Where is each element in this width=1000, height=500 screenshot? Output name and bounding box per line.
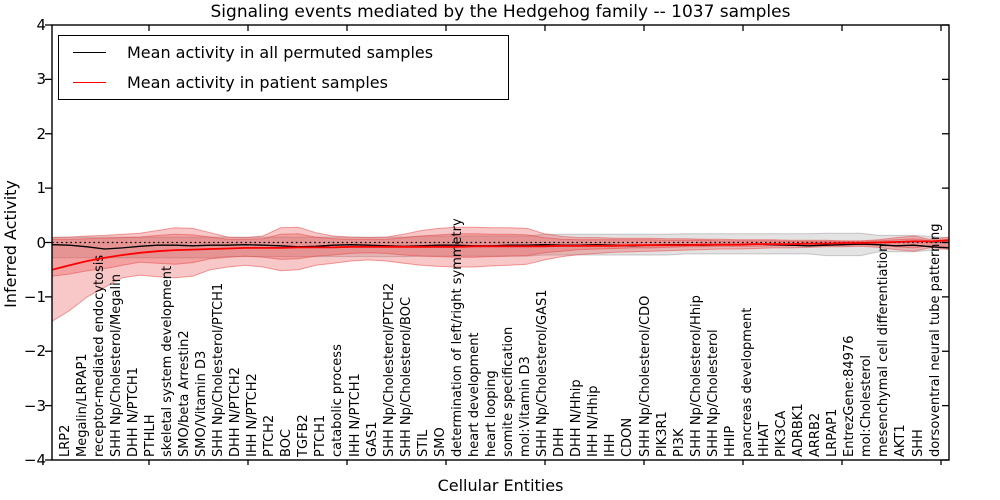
patient-line-swatch	[73, 82, 106, 84]
axis-ticks	[45, 24, 949, 465]
chart-title: Signaling events mediated by the Hedgeho…	[210, 2, 791, 22]
y-tick-label: −2	[23, 342, 46, 361]
y-tick-label: −3	[23, 396, 46, 415]
y-tick-label: 0	[36, 233, 46, 252]
y-tick-label: 3	[36, 70, 46, 89]
legend-label-patient: Mean activity in patient samples	[127, 73, 388, 93]
y-tick-label: −4	[23, 451, 46, 469]
legend: Mean activity in all permuted samples Me…	[58, 35, 509, 100]
y-tick-label: 1	[36, 179, 46, 198]
legend-label-permuted: Mean activity in all permuted samples	[127, 42, 434, 62]
permuted-line-swatch	[73, 51, 106, 53]
legend-row-patient: Mean activity in patient samples	[59, 69, 508, 97]
patient-mean-line	[51, 239, 950, 271]
y-tick-label: 4	[36, 16, 46, 34]
plot-lines-layer	[45, 24, 950, 465]
x-axis-label: Cellular Entities	[437, 476, 564, 495]
y-tick-label: −1	[23, 287, 46, 306]
y-tick-label: 2	[36, 124, 46, 143]
legend-row-permuted: Mean activity in all permuted samples	[59, 38, 508, 66]
axes-frame	[51, 24, 950, 461]
